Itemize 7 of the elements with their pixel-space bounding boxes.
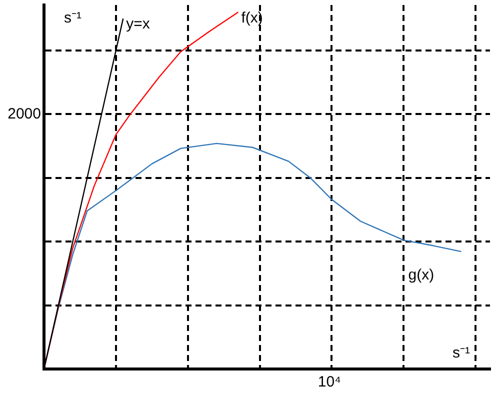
- series-label: f(x): [241, 9, 263, 26]
- y-axis-title: s⁻¹: [64, 10, 82, 27]
- series-label: y=x: [126, 16, 150, 33]
- x-axis-title: s⁻¹: [452, 344, 470, 362]
- text: 2000: [8, 105, 41, 122]
- text: 10⁴: [318, 374, 342, 391]
- series-label: g(x): [408, 266, 434, 284]
